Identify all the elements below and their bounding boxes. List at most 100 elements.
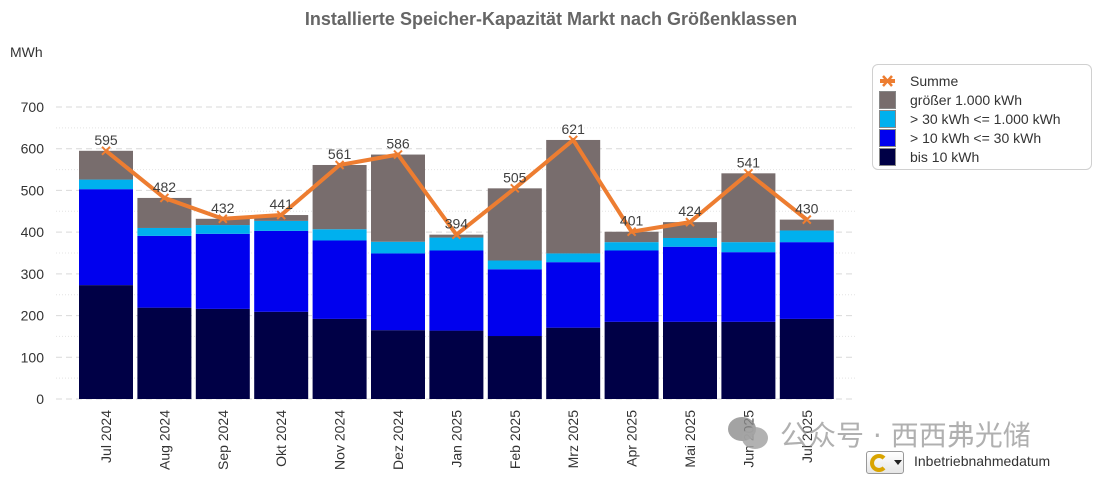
watermark: 公众号 · 西西弗光储 [728, 414, 1031, 454]
summe-point [101, 146, 111, 156]
bar-segment [254, 311, 309, 399]
bar-segment [137, 197, 192, 228]
bar-segment [137, 227, 192, 236]
y-tick-label: 500 [21, 182, 45, 198]
x-tick-label: Dez 2024 [390, 410, 406, 470]
legend-item-30-1000: > 30 kWh <= 1.000 kWh [879, 109, 1061, 128]
data-label: 586 [386, 136, 410, 152]
bar-segment [79, 189, 133, 286]
bar-segment [312, 229, 367, 241]
bar-segment [604, 250, 659, 322]
bar-segment [429, 237, 484, 251]
legend-label: > 10 kWh <= 30 kWh [910, 129, 1042, 146]
bar-segment [371, 154, 425, 242]
legend-swatch [879, 109, 896, 128]
chart-title: Installierte Speicher-Kapazität Markt na… [305, 9, 797, 29]
data-label: 541 [737, 154, 761, 170]
bar-segment [312, 164, 367, 230]
legend-swatch [879, 90, 896, 109]
bar-segment [487, 188, 542, 261]
legend-item-summe: Summe [879, 71, 958, 90]
x-tick-label: Jul 2024 [98, 410, 114, 463]
x-tick-label: Nov 2024 [332, 410, 348, 470]
bar-segment [137, 235, 192, 308]
x-tick-label: Mai 2025 [682, 410, 698, 468]
pivot-field-button[interactable] [866, 451, 904, 474]
y-tick-label: 300 [21, 266, 45, 282]
legend-label: bis 10 kWh [910, 148, 980, 165]
bar-segment [546, 139, 601, 254]
summe-point [393, 149, 403, 160]
bar-segment [254, 215, 309, 221]
summe-point [685, 217, 695, 227]
bar-segment [604, 242, 659, 251]
x-tick-label: Aug 2024 [156, 410, 172, 470]
bar-segment [546, 262, 601, 328]
data-label: 401 [620, 213, 644, 229]
x-tick-label: Jul 2025 [799, 410, 815, 463]
bar-segment [721, 321, 776, 399]
data-label: 505 [503, 169, 527, 185]
bars [79, 139, 834, 399]
legend-swatch [879, 147, 896, 166]
bar-segment [779, 219, 834, 231]
legend-item-bis-10: bis 10 kWh [879, 147, 979, 166]
bar-segment [721, 173, 776, 243]
bar-segment [195, 308, 250, 399]
wechat-icon [728, 417, 772, 451]
y-tick-label: 700 [21, 99, 45, 115]
summe-point [743, 168, 754, 179]
y-axis-ticks: 0 100 200 300 400 500 600 700 [21, 99, 45, 407]
bar-segment [195, 218, 250, 226]
line-marker-icon [879, 72, 896, 90]
legend-label: Summe [910, 72, 959, 89]
summe-point [159, 193, 170, 203]
y-tick-label: 0 [36, 391, 44, 407]
pivot-field-label: Inbetriebnahmedatum [914, 453, 1051, 469]
bar-segment [779, 318, 834, 399]
bar-segment [663, 237, 717, 247]
bar-segment [371, 253, 425, 331]
bar-segment [779, 230, 834, 243]
data-label: 432 [211, 200, 235, 216]
summe-line [101, 135, 812, 240]
y-tick-label: 200 [21, 308, 45, 324]
x-tick-label: Mrz 2025 [565, 410, 581, 469]
bar-segment [195, 225, 250, 234]
y-tick-label: 600 [21, 141, 45, 157]
legend-item-groesser-1000: größer 1.000 kWh [879, 90, 1022, 109]
bar-segment [371, 330, 425, 399]
bar-segment [254, 230, 309, 312]
summe-point [276, 210, 286, 220]
x-axis-ticks: Jul 2024 Aug 2024 Sep 2024 Okt 2024 Nov 2024… [98, 410, 815, 470]
y-tick-label: 100 [21, 349, 45, 365]
bar-segment [721, 242, 776, 253]
bar-segment [312, 240, 367, 319]
bar-segment [79, 179, 133, 190]
bar-segment [195, 233, 250, 309]
data-label: 430 [795, 201, 819, 217]
bar-segment [429, 250, 484, 331]
data-label: 394 [445, 216, 469, 232]
summe-point [451, 229, 462, 240]
x-tick-label: Sep 2024 [215, 410, 231, 470]
data-label: 424 [678, 203, 702, 219]
bar-segment [663, 321, 717, 399]
legend-label: größer 1.000 kWh [910, 91, 1023, 108]
dropdown-caret-icon [894, 460, 902, 465]
data-label: 561 [328, 146, 352, 162]
bar-segment [604, 321, 659, 399]
bar-segment [371, 241, 425, 254]
x-tick-label: Okt 2024 [273, 410, 289, 467]
bar-segment [779, 242, 834, 319]
data-label: 482 [153, 179, 177, 195]
summe-point [218, 214, 228, 224]
bar-segment [604, 231, 659, 243]
x-tick-label: Jan 2025 [448, 410, 464, 468]
bar-segment [721, 252, 776, 322]
bar-segment [663, 246, 717, 322]
data-label: 441 [270, 196, 294, 212]
legend: Summe größer 1.000 kWh > 30 kWh <= 1.000… [872, 64, 1092, 170]
data-label: 595 [94, 132, 118, 148]
legend-label: > 30 kWh <= 1.000 kWh [910, 110, 1061, 127]
